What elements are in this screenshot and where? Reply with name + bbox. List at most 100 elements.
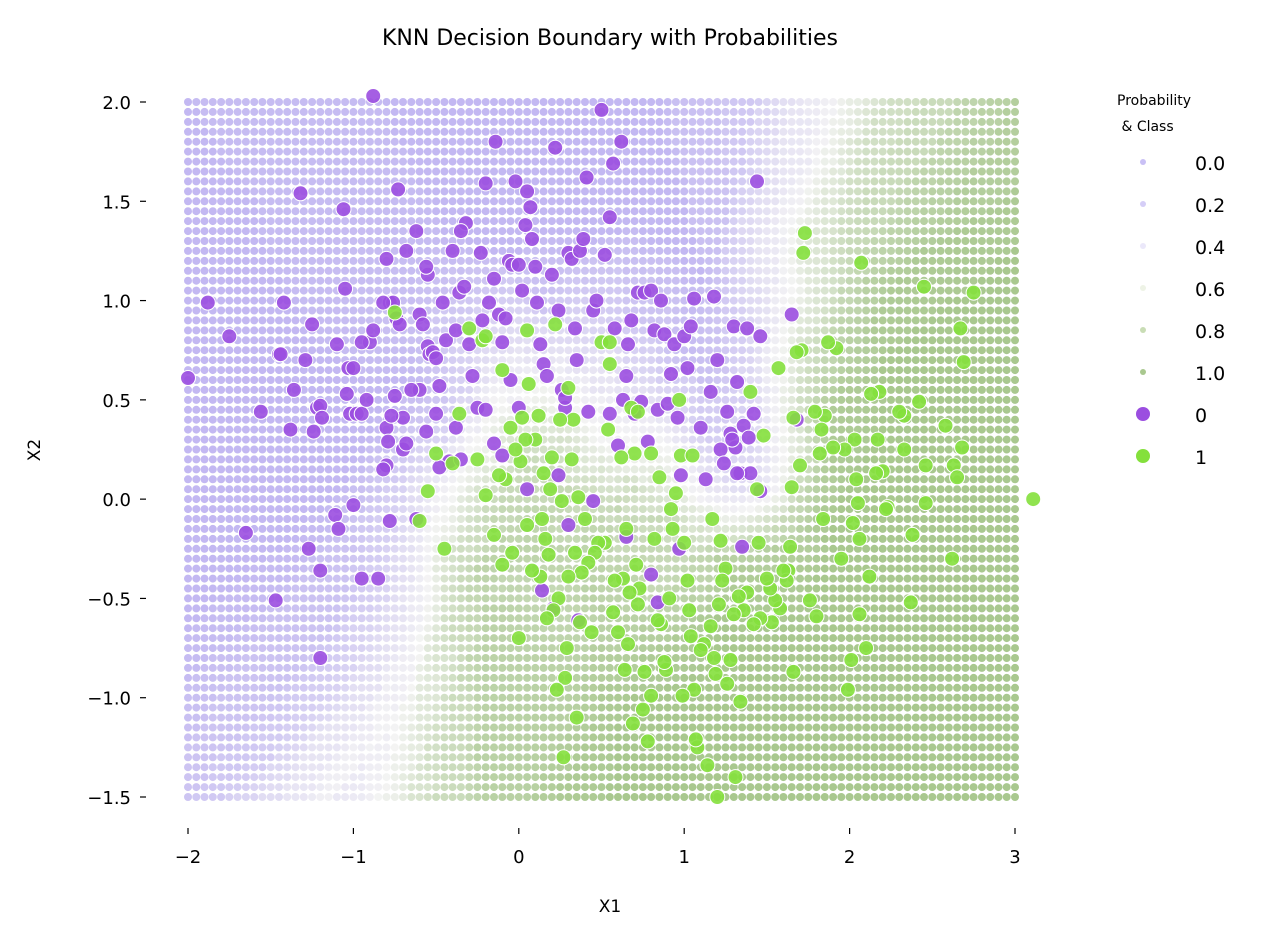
probability-grid-dot xyxy=(705,237,713,245)
probability-grid-dot xyxy=(382,346,391,355)
probability-grid-dot xyxy=(448,564,457,573)
probability-grid-dot xyxy=(299,227,308,236)
probability-grid-dot xyxy=(275,654,283,662)
probability-grid-dot xyxy=(630,753,639,762)
probability-grid-dot xyxy=(547,763,556,772)
probability-grid-dot xyxy=(564,117,573,126)
probability-grid-dot xyxy=(258,246,267,255)
probability-grid-dot xyxy=(283,227,292,236)
probability-grid-dot xyxy=(589,584,598,593)
probability-grid-dot xyxy=(448,654,457,662)
probability-grid-dot xyxy=(440,524,449,533)
probability-grid-dot xyxy=(729,534,738,543)
probability-grid-dot xyxy=(754,127,763,136)
probability-grid-dot xyxy=(275,544,283,553)
probability-grid-dot xyxy=(258,147,267,156)
probability-grid-dot xyxy=(597,147,606,156)
probability-grid-dot xyxy=(448,604,457,613)
probability-grid-dot xyxy=(217,604,226,613)
probability-grid-dot xyxy=(217,673,226,682)
probability-grid-dot xyxy=(208,783,217,792)
probability-grid-dot xyxy=(299,713,308,722)
probability-grid-dot xyxy=(357,693,366,702)
probability-grid-dot xyxy=(572,723,581,732)
probability-grid-dot xyxy=(506,584,515,593)
probability-grid-dot xyxy=(357,127,366,136)
probability-grid-dot xyxy=(275,415,283,424)
probability-grid-dot xyxy=(192,544,201,553)
probability-grid-dot xyxy=(225,604,234,613)
probability-grid-dot xyxy=(283,147,292,156)
probability-grid-dot xyxy=(192,763,201,772)
probability-grid-dot xyxy=(605,564,614,573)
probability-grid-dot xyxy=(448,147,457,156)
probability-grid-dot xyxy=(233,455,242,464)
probability-grid-dot xyxy=(647,346,656,355)
probability-grid-dot xyxy=(365,584,374,593)
probability-grid-dot xyxy=(415,584,424,593)
probability-grid-dot xyxy=(696,197,705,206)
probability-grid-dot xyxy=(432,783,441,792)
probability-grid-dot xyxy=(481,237,490,245)
probability-grid-dot xyxy=(705,256,713,265)
probability-grid-dot xyxy=(365,207,374,216)
probability-grid-dot xyxy=(192,485,201,494)
probability-grid-dot xyxy=(225,237,234,245)
probability-grid-dot xyxy=(456,663,465,672)
probability-grid-dot xyxy=(432,207,441,216)
probability-grid-dot xyxy=(250,544,259,553)
probability-grid-dot xyxy=(506,703,515,712)
probability-grid-dot xyxy=(647,98,656,106)
probability-grid-dot xyxy=(365,385,374,394)
probability-grid-dot xyxy=(465,594,474,603)
probability-grid-dot xyxy=(324,663,333,672)
probability-grid-dot xyxy=(308,743,317,752)
probability-grid-dot xyxy=(506,654,515,662)
probability-grid-dot xyxy=(432,524,441,533)
probability-grid-dot xyxy=(390,505,399,514)
probability-grid-dot xyxy=(721,266,730,275)
probability-grid-dot xyxy=(283,534,292,543)
probability-grid-dot xyxy=(200,783,209,792)
probability-grid-dot xyxy=(688,107,697,116)
probability-grid-dot xyxy=(407,117,416,126)
probability-grid-dot xyxy=(233,366,242,375)
probability-grid-dot xyxy=(605,753,614,762)
probability-grid-dot xyxy=(738,306,747,315)
probability-grid-dot xyxy=(680,505,689,514)
probability-grid-dot xyxy=(622,177,631,186)
probability-grid-dot xyxy=(622,356,631,365)
probability-grid-dot xyxy=(647,713,656,722)
probability-grid-dot xyxy=(233,445,242,454)
probability-grid-dot xyxy=(217,465,226,474)
probability-grid-dot xyxy=(506,624,515,633)
probability-grid-dot xyxy=(382,505,391,514)
probability-grid-dot xyxy=(225,107,234,116)
probability-grid-dot xyxy=(490,515,498,523)
probability-grid-dot xyxy=(184,207,192,216)
probability-grid-dot xyxy=(481,604,490,613)
probability-grid-dot xyxy=(671,733,680,742)
probability-grid-dot xyxy=(498,167,507,176)
probability-grid-dot xyxy=(390,147,399,156)
probability-grid-dot xyxy=(696,98,705,106)
probability-grid-dot xyxy=(399,237,407,245)
probability-grid-dot xyxy=(349,187,358,196)
probability-grid-dot xyxy=(324,673,333,682)
probability-grid-dot xyxy=(547,703,556,712)
probability-grid-dot xyxy=(365,376,374,384)
probability-grid-dot xyxy=(316,793,325,801)
probability-grid-dot xyxy=(531,316,540,325)
probability-grid-dot xyxy=(390,534,399,543)
probability-grid-dot xyxy=(217,435,226,444)
probability-grid-dot xyxy=(423,395,432,404)
probability-grid-dot xyxy=(407,495,416,504)
probability-grid-dot xyxy=(638,624,647,633)
probability-grid-dot xyxy=(241,316,250,325)
probability-grid-dot xyxy=(324,376,333,384)
probability-grid-dot xyxy=(746,683,755,692)
probability-grid-dot xyxy=(622,207,631,216)
probability-grid-dot xyxy=(523,683,532,692)
probability-grid-dot xyxy=(365,793,374,801)
probability-grid-dot xyxy=(762,753,771,762)
